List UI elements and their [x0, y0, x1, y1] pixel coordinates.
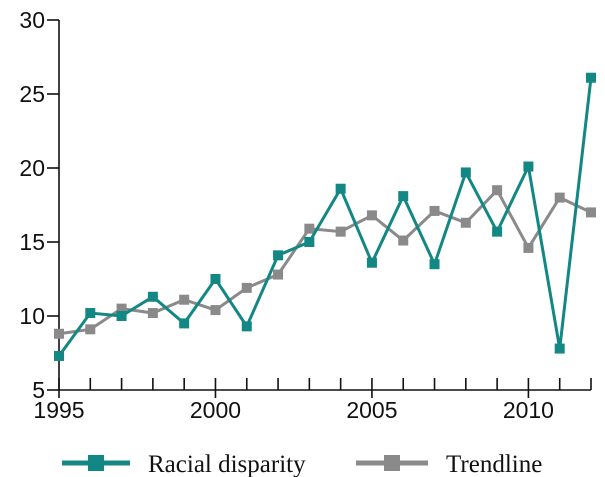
- trendline-point: [429, 205, 440, 216]
- trendline-point: [523, 242, 534, 253]
- racial-disparity-point: [523, 161, 534, 172]
- racial-disparity-point: [241, 321, 252, 332]
- trendline-point: [586, 207, 596, 218]
- racial-disparity-point: [210, 274, 221, 284]
- racial-disparity-point: [335, 183, 346, 194]
- x-tick-label: 2005: [346, 397, 397, 423]
- y-tick-label: 30: [19, 7, 45, 33]
- trendline-point: [366, 210, 377, 221]
- x-tick-label: 2000: [190, 397, 241, 423]
- x-tick-label: 1995: [33, 397, 84, 423]
- legend-label: Trendline: [446, 451, 542, 477]
- racial-disparity-point: [85, 308, 96, 319]
- racial-disparity-point: [586, 72, 596, 83]
- trendline-point: [179, 294, 190, 305]
- racial-disparity-line: [57, 77, 593, 357]
- axes: [47, 19, 592, 398]
- trendline-point: [460, 217, 471, 228]
- racial-disparity-point: [554, 343, 565, 354]
- trendline-point: [85, 324, 96, 335]
- y-tick-label: 5: [32, 377, 45, 403]
- racial-disparity-point: [147, 291, 158, 302]
- trendline-point: [54, 328, 64, 339]
- x-tick-label: 2010: [503, 397, 554, 423]
- legend-item-racial-disparity: Racial disparity: [62, 451, 306, 477]
- y-tick-label: 25: [19, 81, 45, 107]
- racial-disparity-point: [54, 350, 64, 361]
- y-tick-label: 15: [19, 229, 45, 255]
- racial-disparity-point: [398, 191, 409, 202]
- racial-disparity-point: [460, 167, 471, 178]
- trendline-point: [335, 226, 346, 237]
- trendline-series: [54, 185, 596, 339]
- trendline-point: [398, 235, 409, 246]
- legend-swatch-marker: [384, 455, 400, 471]
- y-tick-label: 10: [19, 303, 45, 329]
- tick-labels: 5 10 15 20 25 30 1995 2000 2005 2010: [19, 7, 554, 423]
- legend: Racial disparity Trendline: [62, 451, 542, 477]
- legend-label: Racial disparity: [148, 451, 306, 477]
- trendline-line: [58, 187, 592, 336]
- trendline-point: [304, 223, 315, 234]
- legend-item-trendline: Trendline: [356, 451, 542, 477]
- trendline-point: [492, 185, 503, 196]
- trendline-point: [241, 282, 252, 293]
- racial-disparity-point: [492, 226, 503, 237]
- trendline-point: [554, 192, 565, 203]
- racial-disparity-point: [273, 250, 284, 261]
- trendline-point: [273, 269, 284, 280]
- y-tick-label: 20: [19, 155, 45, 181]
- racial-disparity-point: [116, 311, 127, 321]
- racial-disparity-series: [54, 72, 596, 361]
- trendline-point: [147, 308, 158, 319]
- racial-disparity-point: [179, 318, 190, 329]
- racial-disparity-point: [366, 257, 377, 268]
- trendline-point: [210, 305, 221, 316]
- trendline-point: [116, 303, 127, 314]
- legend-swatch-marker: [88, 455, 104, 471]
- series-layer: [54, 72, 596, 361]
- racial-disparity-point: [304, 237, 315, 247]
- racial-disparity-point: [429, 259, 440, 270]
